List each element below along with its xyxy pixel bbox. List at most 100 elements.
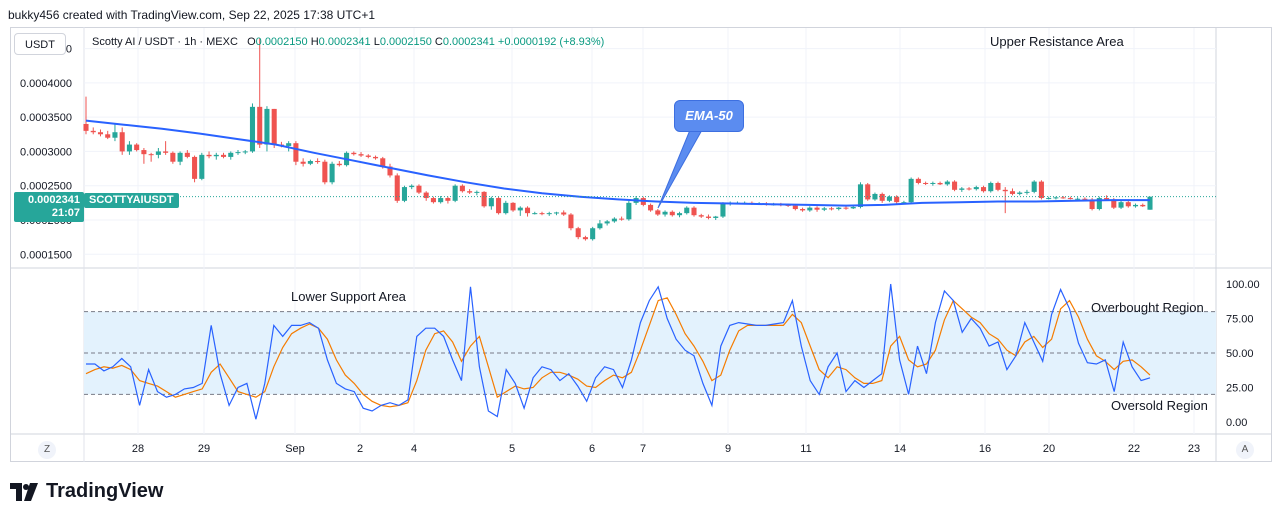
candle-body [604,221,610,224]
candle-body [488,198,494,207]
candle-body [199,154,205,179]
candle-body [380,158,386,167]
x-tick-label: 20 [1043,443,1055,455]
candle-body [97,132,104,135]
stoch-k-line [86,283,1151,420]
ema-50-line [85,119,1150,207]
legend-change: +0.0000192 (+8.93%) [497,36,605,48]
bar-countdown: 21:07 [51,207,80,219]
candle-body [409,185,415,188]
candle-body [1125,202,1131,207]
candle-body [836,207,842,210]
ema-callout-pointer [657,129,703,209]
candle-body [394,175,400,201]
candle-body [423,192,429,199]
x-tick-label: 6 [589,443,595,455]
candle-body [937,182,943,185]
x-tick-label: 2 [357,443,363,455]
x-tick-label: 7 [640,443,646,455]
candle-body [590,228,596,240]
candle-body [1002,189,1008,192]
price-tick-label: 0.0004000 [20,78,72,90]
candle-body [1111,199,1117,208]
candle-body [459,185,465,192]
candle-body [973,187,979,190]
candle-body [865,184,871,200]
candle-body [959,188,965,190]
candle-body [228,152,234,157]
candle-body [1017,192,1023,194]
candle-body [438,198,444,203]
candle-body [322,161,328,183]
x-tick-label: 5 [509,443,515,455]
legend-open: 0.0002150 [255,36,308,48]
candle-body [524,207,531,214]
price-tick-label: 0.0003500 [20,112,72,124]
candle-body [1104,198,1110,200]
candle-body [481,191,487,207]
candle-body [930,182,936,184]
candle-body [358,154,364,156]
candle-body [90,130,96,133]
candle-body [857,184,864,207]
candle-body [430,198,436,203]
legend-close: 0.0002341 [442,36,495,48]
candle-body [821,208,827,210]
chart-canvas[interactable]: 28 29 Sep 2 4 5 6 7 9 11 14 16 20 22 23 0.0001500 0.0002… [0,0,1281,470]
candle-body [611,218,617,222]
candle-body [257,106,263,145]
candle-body [792,205,798,210]
candle-body [966,188,972,190]
candle-body [952,181,958,190]
candle-body [235,152,241,154]
candle-body [655,210,661,215]
candle-body [828,208,835,210]
candle-body [597,223,603,229]
x-tick-label: 11 [800,443,811,455]
lower-support-label: Lower Support Area [291,289,406,304]
candle-body [163,151,169,153]
x-tick-label: 4 [411,443,417,455]
candle-body [1009,191,1016,194]
x-tick-label: 16 [979,443,991,455]
currency-selector[interactable]: USDT [14,33,66,55]
candle-body [568,214,574,229]
legend-l-label: L [373,36,380,48]
candle-body [1096,198,1102,210]
upper-resistance-label: Upper Resistance Area [990,34,1124,49]
candle-body [807,207,813,211]
price-tick-label: 0.0003000 [20,146,72,158]
candle-body [1132,204,1139,207]
stoch-tick-label: 100.00 [1226,279,1260,291]
candle-body [669,211,675,216]
price-tick-label: 0.0002500 [20,181,72,193]
candle-body [1118,202,1124,208]
candle-body [626,202,632,220]
candle-body [619,218,625,220]
auto-scale-left-button[interactable]: Z [38,441,56,459]
candle-body [546,213,552,215]
stoch-d-line [85,297,1151,408]
candle-body [184,152,190,157]
candle-body [648,204,654,211]
candle-body [944,181,950,185]
auto-scale-right-button[interactable]: A [1236,441,1254,459]
candle-body [894,196,900,203]
candle-body [177,152,183,162]
candle-body [213,154,219,157]
candle-body [698,215,704,217]
candle-body [1075,198,1081,200]
legend-symbol: Scotty AI / USDT · 1h · MEXC [92,36,238,48]
candle-body [532,213,538,215]
candle-body [141,150,147,155]
ema-callout: EMA-50 [674,100,744,132]
candle-body [249,106,256,152]
candle-body [300,161,306,164]
tradingview-logo: TradingView [10,480,163,503]
x-tick-label: 23 [1188,443,1200,455]
candle-body [307,161,313,164]
candle-body [908,178,914,203]
candle-body [901,202,907,204]
candle-body [126,144,132,152]
candle-body [467,191,473,193]
